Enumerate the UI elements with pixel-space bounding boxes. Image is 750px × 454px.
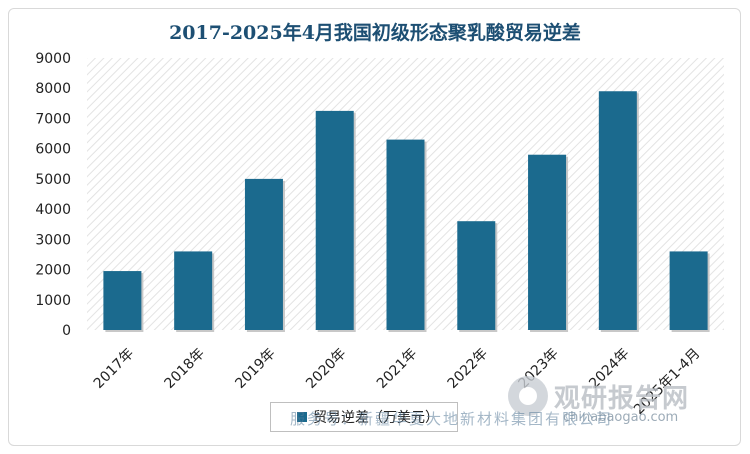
y-tick-label: 8000	[35, 81, 71, 97]
brand-logo-icon	[508, 376, 548, 416]
y-tick-label: 2000	[35, 263, 71, 279]
watermark-text: 服务号：新疆华夏大地新材料集团有限公司	[290, 410, 614, 428]
x-tick-label: 2021年	[374, 346, 420, 392]
bar	[244, 178, 283, 330]
brand-name: 观研报告网	[554, 383, 690, 414]
bar	[315, 110, 354, 330]
bar	[457, 221, 496, 330]
brand-logo: 观研报告网	[508, 376, 689, 416]
y-tick-label: 9000	[35, 51, 71, 67]
legend-swatch	[297, 412, 307, 422]
y-axis: 0 1000 2000 3000 4000 5000 6000 7000 8000 9000	[35, 51, 71, 339]
y-tick-label: 5000	[35, 172, 71, 188]
bar	[386, 139, 425, 330]
x-tick-label: 2018年	[162, 346, 208, 392]
bar	[174, 251, 213, 330]
chart-title: 2017-2025年4月我国初级形态聚乳酸贸易逆差	[169, 22, 581, 44]
x-tick-label: 2019年	[232, 346, 278, 392]
x-tick-label: 2017年	[91, 346, 137, 392]
bar	[528, 154, 567, 330]
watermark-url: chinabaogao.com	[563, 410, 679, 425]
x-tick-label: 2020年	[303, 346, 349, 392]
x-tick-label: 2022年	[445, 346, 491, 392]
legend: 贸易逆差（万美元）	[270, 402, 458, 432]
y-tick-label: 6000	[35, 142, 71, 158]
y-tick-label: 3000	[35, 232, 71, 248]
y-tick-label: 1000	[35, 293, 71, 309]
y-tick-label: 4000	[35, 202, 71, 218]
y-tick-label: 0	[62, 323, 71, 339]
bar	[103, 271, 142, 330]
bars	[103, 91, 710, 332]
bar	[598, 91, 637, 330]
y-tick-label: 7000	[35, 111, 71, 127]
legend-label: 贸易逆差（万美元）	[313, 410, 439, 426]
bar	[669, 251, 708, 330]
